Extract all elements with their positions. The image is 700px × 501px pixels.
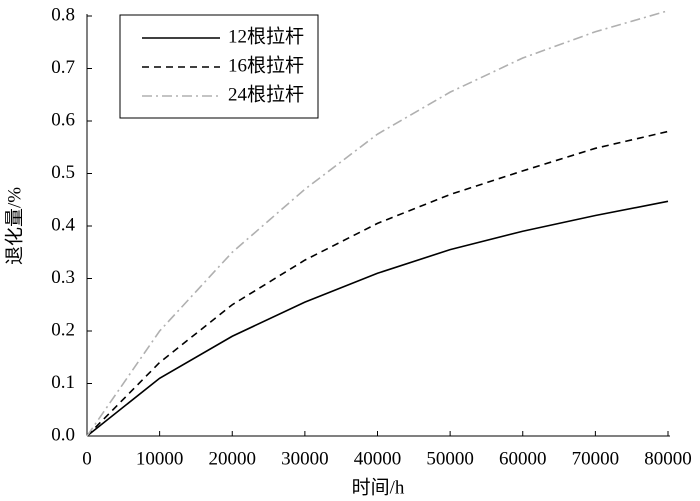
y-tick-label: 0.0	[51, 424, 75, 445]
series-line	[86, 200, 669, 437]
legend-label: 12根拉杆	[228, 25, 304, 47]
y-tick-label: 0.4	[51, 214, 75, 235]
series-line	[86, 130, 669, 437]
y-tick-label: 0.6	[51, 109, 75, 130]
x-tick-label: 30000	[281, 448, 329, 469]
y-tick-label: 0.5	[51, 162, 75, 183]
x-tick-label: 50000	[426, 448, 474, 469]
y-tick-label: 0.7	[51, 57, 75, 78]
x-tick-label: 40000	[354, 448, 402, 469]
y-tick-label: 0.1	[51, 372, 75, 393]
legend-label: 16根拉杆	[228, 54, 304, 76]
x-tick-label: 80000	[644, 448, 692, 469]
legend-box	[119, 14, 319, 119]
y-axis-label: 退化量/%	[3, 187, 25, 265]
x-tick-label: 0	[82, 448, 92, 469]
legend-label: 24根拉杆	[228, 83, 304, 105]
x-tick-label: 60000	[499, 448, 547, 469]
series-line	[86, 9, 669, 437]
y-tick-label: 0.2	[51, 319, 75, 340]
y-tick-label: 0.8	[51, 4, 75, 25]
y-tick-label: 0.3	[51, 267, 75, 288]
x-tick-label: 20000	[209, 448, 257, 469]
x-tick-label: 70000	[572, 448, 620, 469]
x-tick-label: 10000	[136, 448, 184, 469]
x-axis-label: 时间/h	[352, 476, 405, 498]
